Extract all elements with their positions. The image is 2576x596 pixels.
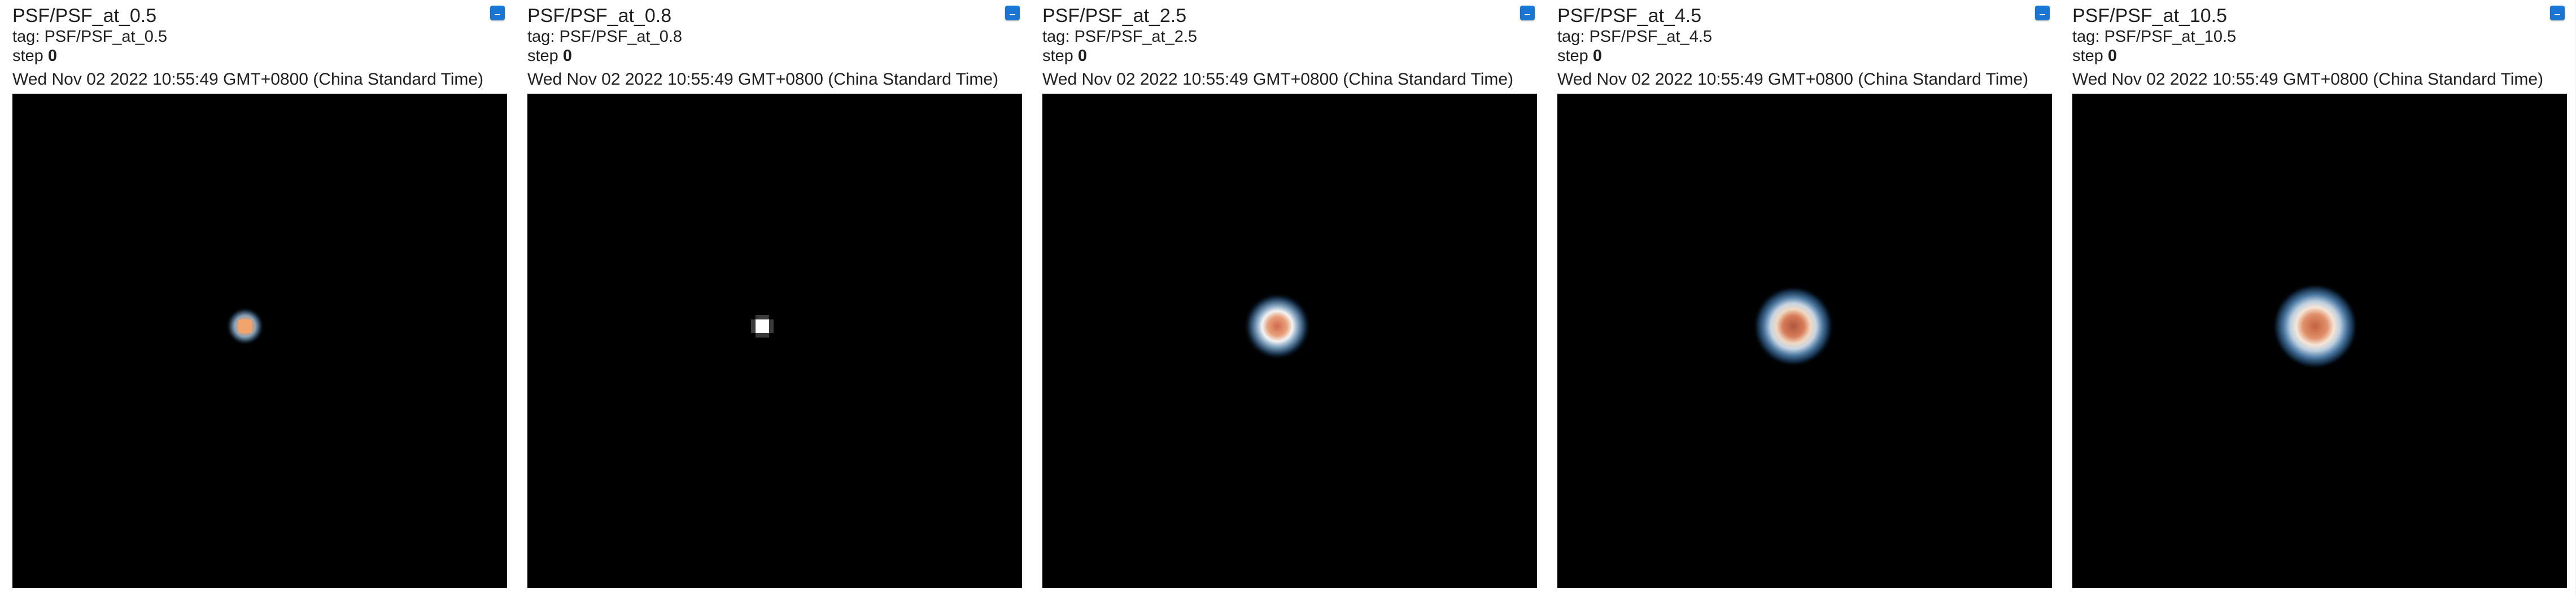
step-line: step 0 bbox=[12, 46, 57, 65]
tag-line: tag: PSF/PSF_at_0.5 bbox=[12, 27, 167, 46]
expand-icon bbox=[1010, 14, 1015, 15]
psf-image-svg bbox=[527, 94, 1022, 588]
step-prefix: step bbox=[2072, 47, 2108, 65]
tag-value: PSF/PSF_at_0.5 bbox=[44, 28, 168, 46]
tag-prefix: tag: bbox=[2072, 28, 2105, 46]
tag-line: tag: PSF/PSF_at_10.5 bbox=[2072, 27, 2236, 46]
psf-image[interactable] bbox=[1042, 94, 1537, 588]
tag-value: PSF/PSF_at_4.5 bbox=[1589, 28, 1713, 46]
step-line: step 0 bbox=[1557, 46, 1602, 65]
tag-value: PSF/PSF_at_2.5 bbox=[1074, 28, 1198, 46]
step-prefix: step bbox=[1042, 47, 1078, 65]
step-value: 0 bbox=[1077, 47, 1088, 65]
expand-icon bbox=[1525, 14, 1530, 15]
tag-line: tag: PSF/PSF_at_0.8 bbox=[527, 27, 682, 46]
card-title: PSF/PSF_at_10.5 bbox=[2072, 5, 2228, 27]
step-value: 0 bbox=[1592, 47, 1603, 65]
step-line: step 0 bbox=[527, 46, 572, 65]
card-header: PSF/PSF_at_4.5 tag: PSF/PSF_at_4.5 step … bbox=[1545, 0, 2060, 93]
expand-icon bbox=[2040, 14, 2045, 15]
step-line: step 0 bbox=[2072, 46, 2117, 65]
psf-image-svg bbox=[12, 94, 507, 588]
image-card: PSF/PSF_at_2.5 tag: PSF/PSF_at_2.5 step … bbox=[1030, 0, 1545, 596]
expand-icon bbox=[2555, 14, 2560, 15]
card-title: PSF/PSF_at_2.5 bbox=[1042, 5, 1187, 27]
step-value: 0 bbox=[47, 47, 58, 65]
psf-image[interactable] bbox=[12, 94, 507, 588]
tag-line: tag: PSF/PSF_at_2.5 bbox=[1042, 27, 1197, 46]
psf-image[interactable] bbox=[2072, 94, 2567, 588]
expand-button[interactable] bbox=[2550, 6, 2565, 20]
card-header: PSF/PSF_at_0.5 tag: PSF/PSF_at_0.5 step … bbox=[0, 0, 515, 93]
psf-image-svg bbox=[1557, 94, 2052, 588]
expand-button[interactable] bbox=[1005, 6, 1020, 20]
step-line: step 0 bbox=[1042, 46, 1087, 65]
tag-prefix: tag: bbox=[527, 28, 560, 46]
psf-image-svg bbox=[2072, 94, 2567, 588]
card-header: PSF/PSF_at_2.5 tag: PSF/PSF_at_2.5 step … bbox=[1030, 0, 1545, 93]
tag-line: tag: PSF/PSF_at_4.5 bbox=[1557, 27, 1712, 46]
timestamp: Wed Nov 02 2022 10:55:49 GMT+0800 (China… bbox=[1042, 70, 1514, 89]
expand-icon bbox=[495, 14, 500, 15]
card-title: PSF/PSF_at_0.8 bbox=[527, 5, 672, 27]
image-card: PSF/PSF_at_4.5 tag: PSF/PSF_at_4.5 step … bbox=[1545, 0, 2060, 596]
card-header: PSF/PSF_at_10.5 tag: PSF/PSF_at_10.5 ste… bbox=[2060, 0, 2575, 93]
step-prefix: step bbox=[527, 47, 563, 65]
psf-image-svg bbox=[1042, 94, 1537, 588]
step-prefix: step bbox=[12, 47, 48, 65]
image-card: PSF/PSF_at_0.8 tag: PSF/PSF_at_0.8 step … bbox=[515, 0, 1030, 596]
step-value: 0 bbox=[562, 47, 573, 65]
card-title: PSF/PSF_at_4.5 bbox=[1557, 5, 1702, 27]
tag-prefix: tag: bbox=[1042, 28, 1075, 46]
tag-value: PSF/PSF_at_10.5 bbox=[2104, 28, 2237, 46]
timestamp: Wed Nov 02 2022 10:55:49 GMT+0800 (China… bbox=[1557, 70, 2029, 89]
image-card: PSF/PSF_at_0.5 tag: PSF/PSF_at_0.5 step … bbox=[0, 0, 515, 596]
tag-prefix: tag: bbox=[1557, 28, 1590, 46]
timestamp: Wed Nov 02 2022 10:55:49 GMT+0800 (China… bbox=[12, 70, 484, 89]
expand-button[interactable] bbox=[2035, 6, 2050, 20]
timestamp: Wed Nov 02 2022 10:55:49 GMT+0800 (China… bbox=[527, 70, 999, 89]
card-title: PSF/PSF_at_0.5 bbox=[12, 5, 157, 27]
step-value: 0 bbox=[2107, 47, 2117, 65]
timestamp: Wed Nov 02 2022 10:55:49 GMT+0800 (China… bbox=[2072, 70, 2544, 89]
expand-button[interactable] bbox=[490, 6, 505, 20]
image-card: PSF/PSF_at_10.5 tag: PSF/PSF_at_10.5 ste… bbox=[2060, 0, 2575, 596]
step-prefix: step bbox=[1557, 47, 1593, 65]
tag-value: PSF/PSF_at_0.8 bbox=[559, 28, 683, 46]
expand-button[interactable] bbox=[1520, 6, 1535, 20]
psf-image[interactable] bbox=[1557, 94, 2052, 588]
card-header: PSF/PSF_at_0.8 tag: PSF/PSF_at_0.8 step … bbox=[515, 0, 1030, 93]
psf-image[interactable] bbox=[527, 94, 1022, 588]
tag-prefix: tag: bbox=[12, 28, 45, 46]
